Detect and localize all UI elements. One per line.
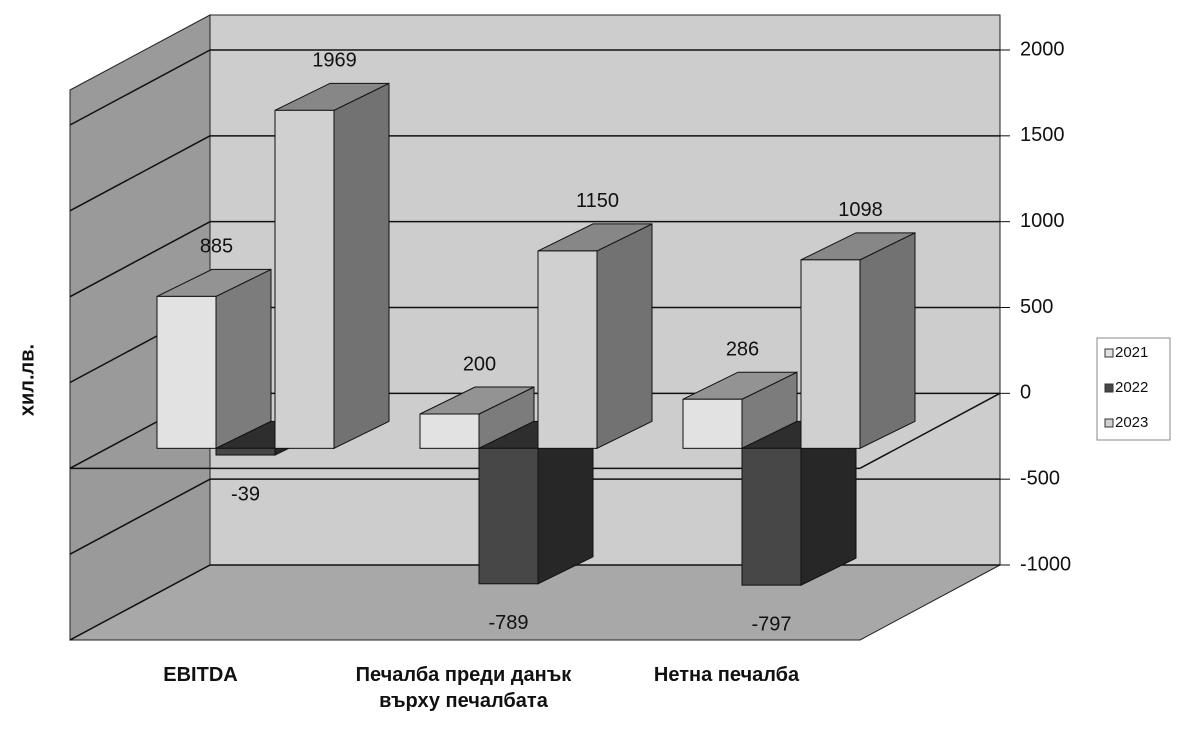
bar [537,250,598,449]
bar [215,447,276,456]
bar-side [596,223,653,450]
data-label: 286 [726,339,759,361]
data-label: -39 [231,483,260,505]
bar-side [215,268,272,450]
y-tick-label: 0 [1020,382,1031,404]
data-label: 1969 [312,50,357,72]
x-tick-label: Печалба преди данък върху печалбата [355,664,572,712]
data-label: -797 [751,613,791,635]
grid-line [69,135,211,212]
data-label: 200 [463,353,496,375]
legend-swatch [1104,418,1114,428]
bar-side [859,232,916,450]
data-label: 885 [200,236,233,258]
x-tick-label: EBITDA [163,664,238,686]
bar-side [333,82,390,450]
bar [156,295,217,449]
y-tick-label: 2000 [1020,38,1065,60]
y-tick-label: 1000 [1020,210,1065,232]
bar [478,447,539,585]
category-axis [859,392,1001,469]
legend-label: 2022 [1115,379,1148,396]
grid-line [69,49,211,126]
grid-line [69,478,211,555]
bar [682,398,743,449]
data-label: -789 [488,612,528,634]
x-tick-label: Нетна печалба [653,664,800,686]
y-axis-label: хил.лв. [16,344,38,416]
legend-label: 2023 [1115,414,1148,431]
legend-swatch [1104,348,1114,358]
y-tick-label: 500 [1020,296,1053,318]
bar [741,447,802,586]
data-label: 1098 [838,199,883,221]
y-tick-label: -500 [1020,467,1060,489]
bar [419,413,480,449]
grid-line [69,564,211,641]
data-label: 1150 [576,190,619,212]
legend-label: 2021 [1115,344,1148,361]
bar [800,259,861,449]
legend-swatch [1104,383,1114,393]
bar [274,109,335,449]
y-tick-label: -1000 [1020,553,1071,575]
grid-line [69,221,211,298]
y-tick-label: 1500 [1020,124,1065,146]
